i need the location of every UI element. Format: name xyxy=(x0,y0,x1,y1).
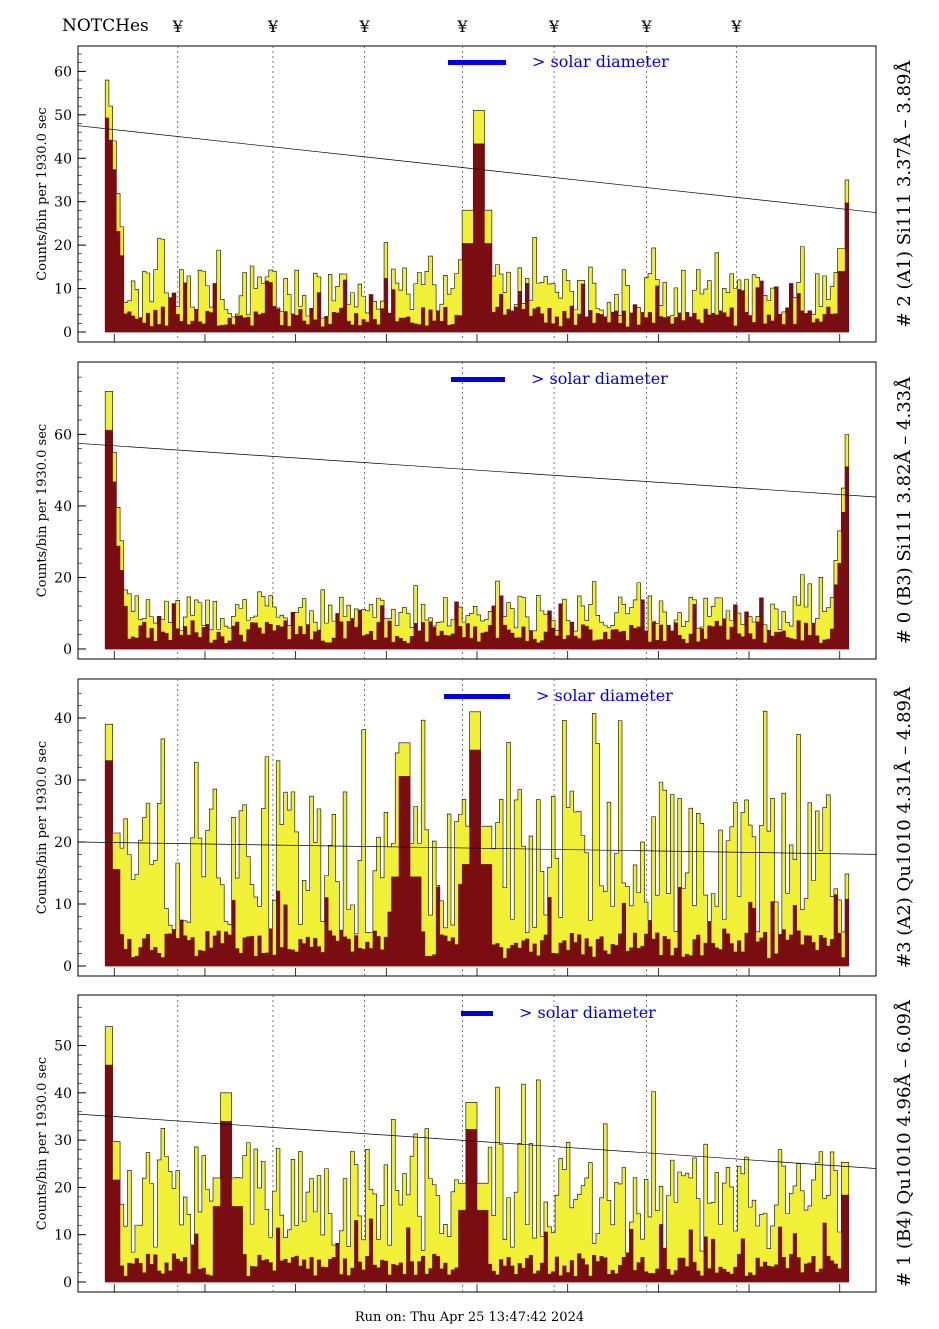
y-tick-label: 30 xyxy=(54,195,72,211)
notches-label: NOTCHes xyxy=(62,16,149,36)
trend-line xyxy=(77,442,877,498)
panel-title: # 0 (B3) Si111 3.82Å – 4.33Å xyxy=(893,376,915,644)
solar-diameter-bar xyxy=(461,1011,493,1016)
notch-marker: ¥ xyxy=(548,17,560,36)
background-histogram xyxy=(105,1064,849,1283)
background-histogram xyxy=(105,749,849,967)
y-tick-label: 50 xyxy=(54,1039,72,1055)
notch-marker: ¥ xyxy=(730,17,742,36)
y-axis-label: Counts/bin per 1930.0 sec xyxy=(35,1057,50,1230)
solar-diameter-label: > solar diameter xyxy=(531,369,668,388)
panel-title: #3 (A2) Qu1010 4.31Å – 4.89Å xyxy=(893,686,915,968)
panel-b4-qu1010: 0 10 20 30 40 50 Counts/bin per 1930.0 sec # 1 … xyxy=(35,994,915,1293)
y-tick-label: 40 xyxy=(54,1086,72,1102)
y-tick-label: 20 xyxy=(54,1180,72,1196)
panel-a1-si111: 0 10 20 30 40 50 60 Counts/bin per 1930.0 sec # … xyxy=(35,45,915,343)
y-tick-label: 0 xyxy=(63,642,72,658)
trend-line xyxy=(77,841,877,855)
notch-marker: ¥ xyxy=(456,17,468,36)
solar-diameter-label: > solar diameter xyxy=(532,52,669,71)
notch-marker: ¥ xyxy=(172,17,184,36)
y-tick-label: 20 xyxy=(54,835,72,851)
y-tick-label: 40 xyxy=(54,711,72,727)
y-axis-label: Counts/bin per 1930.0 sec xyxy=(35,107,50,280)
background-histogram xyxy=(105,429,849,650)
panel-b3-si111: 0 20 40 60 Counts/bin per 1930.0 sec # 0 (B3)… xyxy=(35,361,915,660)
notch-marker: ¥ xyxy=(640,17,652,36)
y-tick-label: 30 xyxy=(54,1133,72,1149)
y-axis-label: Counts/bin per 1930.0 sec xyxy=(35,424,50,597)
y-tick-label: 10 xyxy=(54,282,72,298)
notch-marker: ¥ xyxy=(267,17,279,36)
y-tick-label: 20 xyxy=(54,238,72,254)
y-tick-label: 0 xyxy=(63,1275,72,1291)
solar-diameter-bar xyxy=(451,377,505,382)
panel-title: # 1 (B4) Qu1010 4.96Å – 6.09Å xyxy=(893,999,915,1287)
notch-marker: ¥ xyxy=(358,17,370,36)
y-tick-label: 60 xyxy=(54,427,72,443)
y-tick-label: 60 xyxy=(54,64,72,80)
background-histogram xyxy=(105,117,849,333)
solar-diameter-bar xyxy=(448,60,506,65)
y-tick-label: 10 xyxy=(54,897,72,913)
solar-diameter-label: > solar diameter xyxy=(536,686,673,705)
panel-title: # 2 (A1) Si111 3.37Å – 3.89Å xyxy=(893,60,915,328)
notch-markers: ¥ ¥ ¥ ¥ ¥ ¥ ¥ xyxy=(172,17,743,36)
y-tick-label: 0 xyxy=(63,959,72,975)
solar-diameter-label: > solar diameter xyxy=(519,1003,656,1022)
y-tick-label: 50 xyxy=(54,108,72,124)
y-tick-label: 10 xyxy=(54,1228,72,1244)
trend-line xyxy=(77,1113,877,1169)
y-tick-label: 20 xyxy=(54,570,72,586)
y-tick-label: 40 xyxy=(54,151,72,167)
y-axis-label: Counts/bin per 1930.0 sec xyxy=(35,741,50,914)
counts-histogram xyxy=(104,391,850,650)
run-timestamp: Run on: Thu Apr 25 13:47:42 2024 xyxy=(354,1310,585,1325)
y-tick-label: 40 xyxy=(54,499,72,515)
trend-line xyxy=(77,125,877,213)
y-tick-label: 30 xyxy=(54,773,72,789)
panel-a2-qu1010: 0 10 20 30 40 Counts/bin per 1930.0 sec #3 (A2… xyxy=(35,678,915,977)
y-tick-label: 0 xyxy=(63,325,72,341)
solar-diameter-bar xyxy=(444,694,510,699)
